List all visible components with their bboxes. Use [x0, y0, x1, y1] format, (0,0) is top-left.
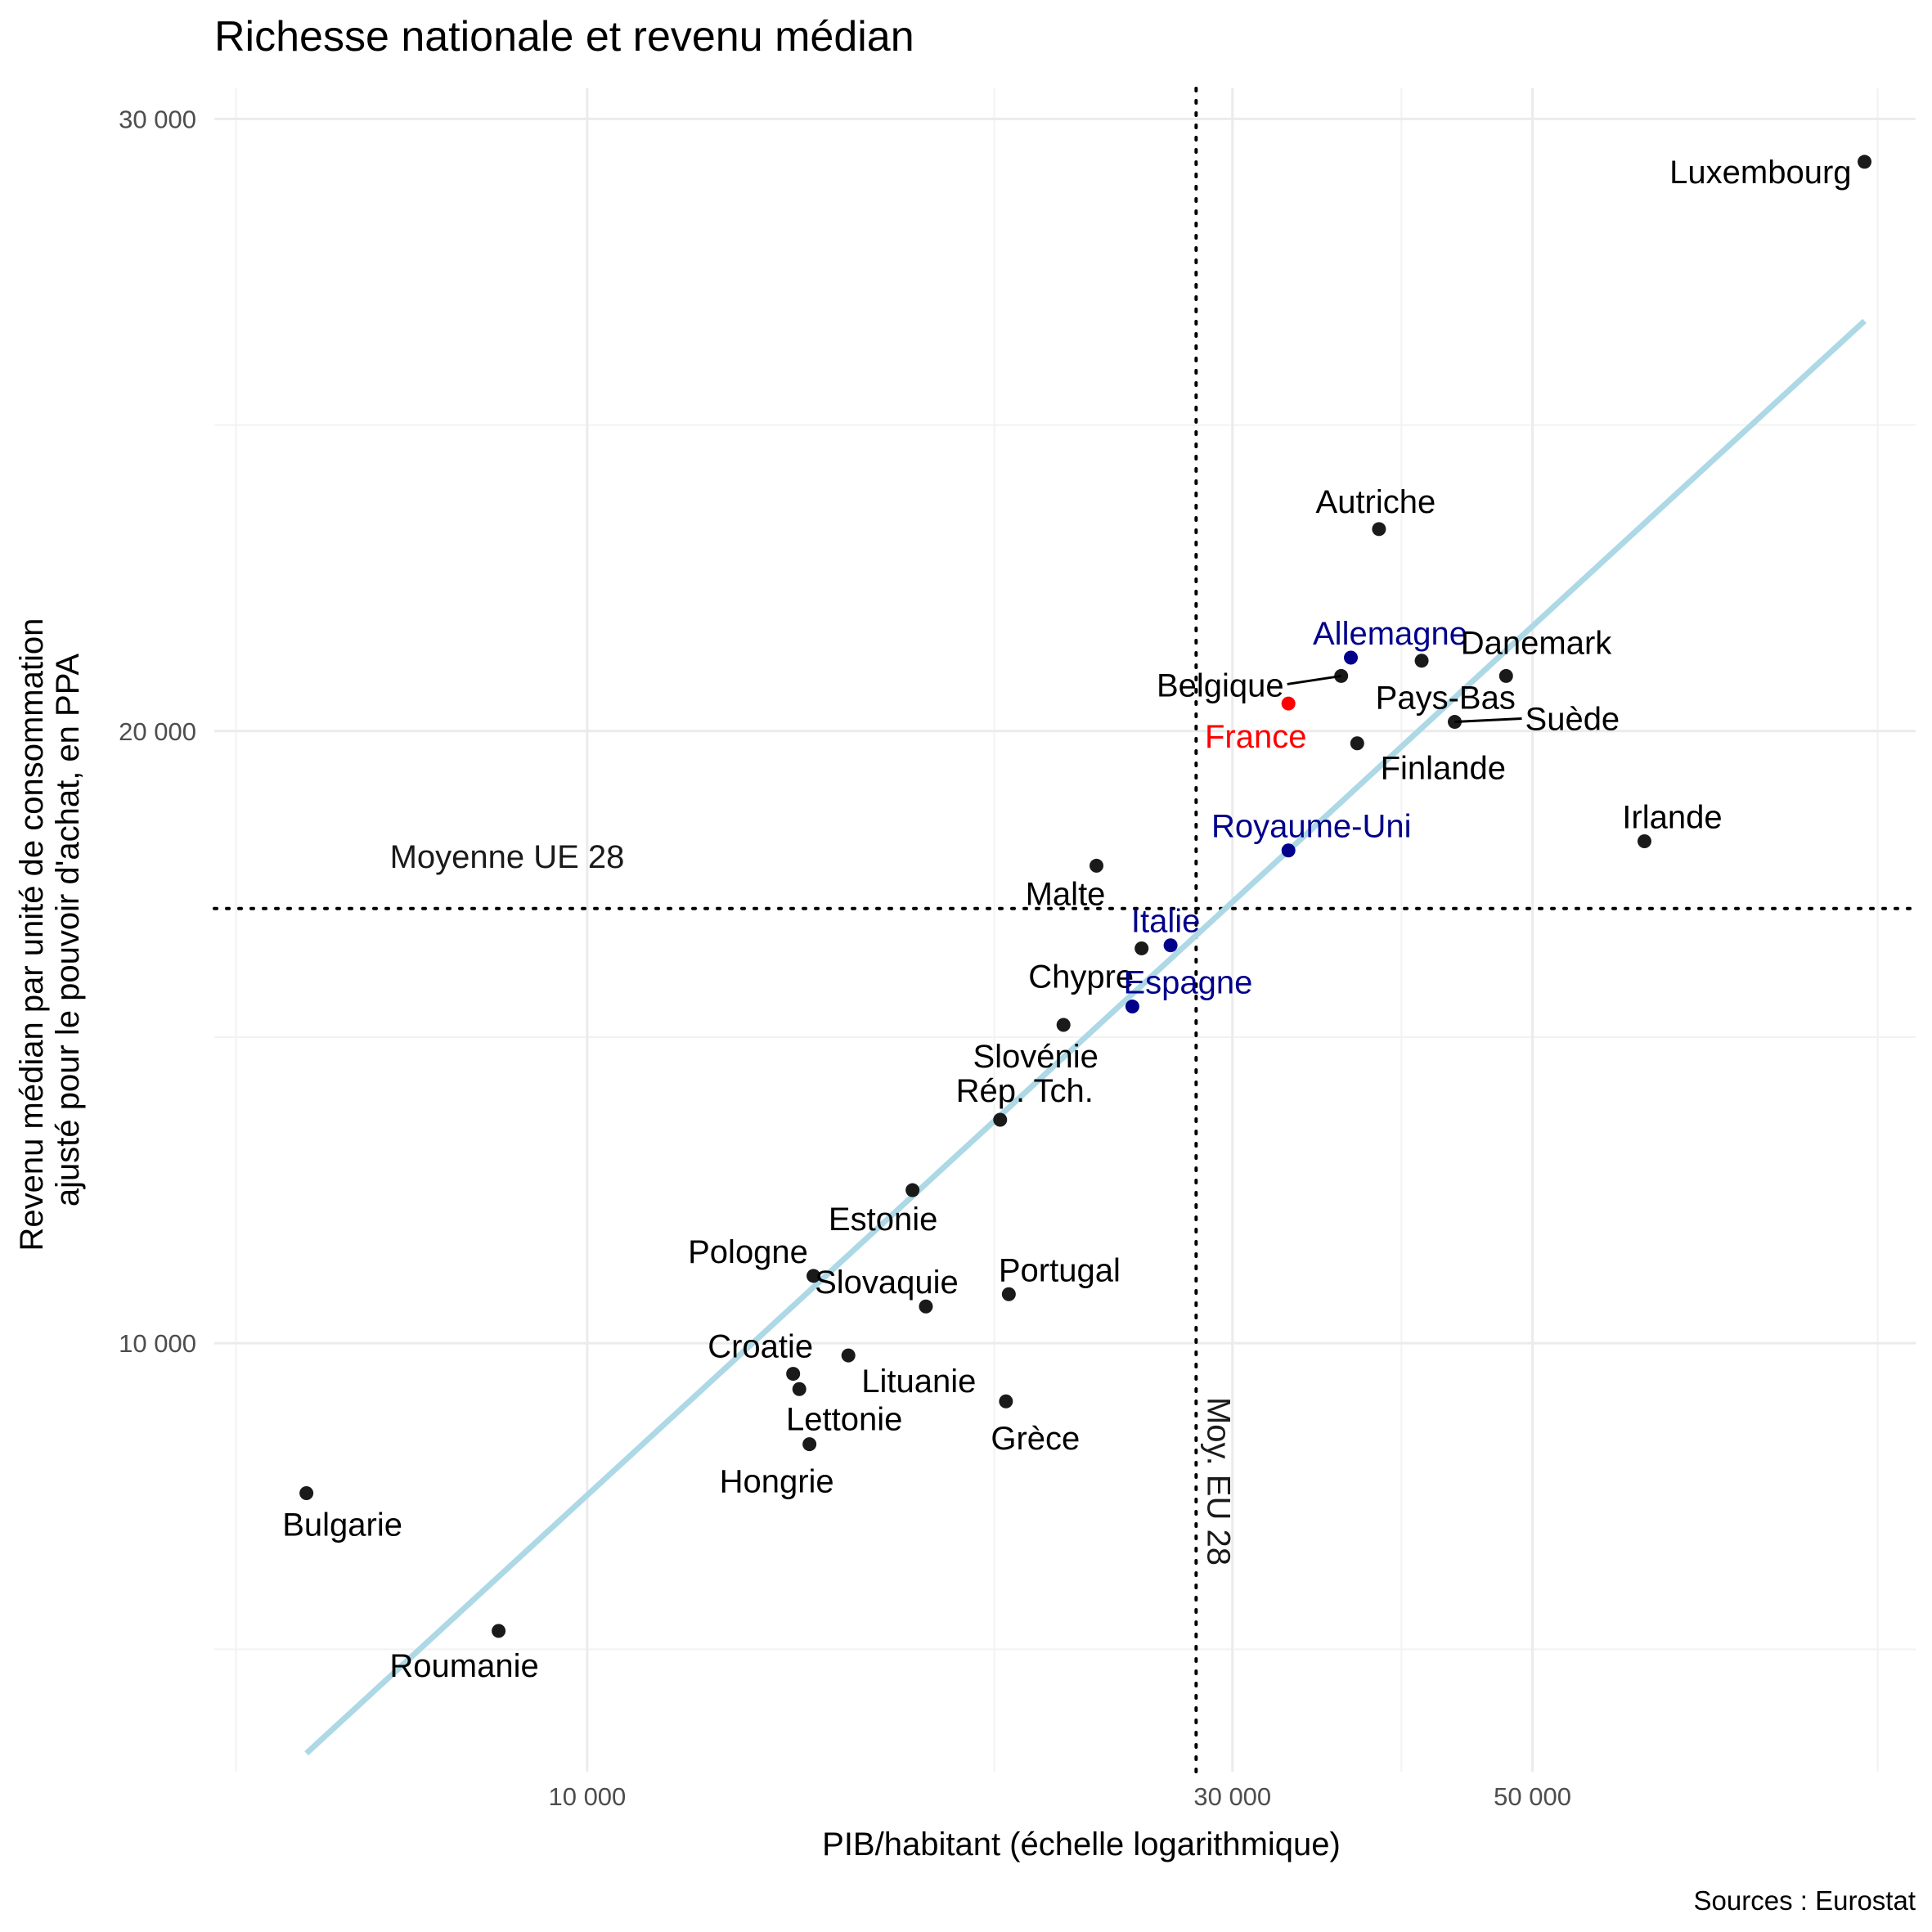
point-france [1281, 696, 1296, 711]
point-lituanie [841, 1348, 856, 1363]
label-luxembourg: Luxembourg [1669, 155, 1851, 191]
eu-average-vline-label: Moy. EU 28 [1200, 1397, 1236, 1566]
label-royaume-uni: Royaume-Uni [1211, 809, 1412, 845]
label-bulgarie: Bulgarie [282, 1507, 402, 1543]
chart-title: Richesse nationale et revenu médian [214, 13, 914, 61]
label-danemark: Danemark [1461, 626, 1613, 662]
label-estonie: Estonie [829, 1202, 937, 1238]
label-portugal: Portugal [999, 1252, 1121, 1288]
label-grece: Grèce [991, 1421, 1080, 1457]
point-espagne [1125, 1000, 1139, 1014]
label-irlande: Irlande [1622, 799, 1722, 835]
point-finlande [1350, 736, 1364, 751]
point-slovaquie [919, 1299, 933, 1314]
label-finlande: Finlande [1381, 751, 1506, 787]
label-lettonie: Lettonie [786, 1401, 902, 1437]
label-france: France [1205, 719, 1307, 755]
point-pologne [806, 1269, 821, 1283]
y-axis-title-line-2: ajusté pour le pouvoir d'achat, en PPA [50, 654, 86, 1207]
label-belgique: Belgique [1157, 667, 1284, 703]
y-tick-label: 30 000 [119, 105, 196, 133]
point-slovenie [1056, 1018, 1071, 1032]
label-pologne: Pologne [688, 1234, 808, 1270]
chart-caption: Sources : Eurostat [1694, 1885, 1916, 1916]
y-axis-title: Revenu médian par unité de consommation … [14, 609, 86, 1251]
label-croatie: Croatie [708, 1329, 813, 1365]
point-allemagne [1344, 650, 1359, 665]
label-chypre: Chypre [1028, 959, 1134, 995]
label-italie: Italie [1131, 904, 1201, 940]
leader-line-belgique [1287, 674, 1341, 685]
label-espagne: Espagne [1123, 965, 1252, 1001]
point-hongrie [802, 1437, 817, 1452]
reference-lines: Moyenne UE 28 Moy. EU 28 [213, 87, 1917, 1773]
point-croatie [786, 1367, 801, 1382]
x-tick-label: 50 000 [1494, 1782, 1571, 1811]
label-rep-tch: Rép. Tch. [956, 1073, 1094, 1109]
trend-line [304, 318, 1867, 1756]
point-autriche [1372, 522, 1386, 537]
point-chypre [1134, 941, 1149, 955]
label-malte: Malte [1026, 876, 1106, 912]
y-tick-label: 20 000 [119, 717, 196, 746]
point-bulgarie [299, 1485, 314, 1500]
label-autriche: Autriche [1316, 484, 1436, 520]
y-axis-title-line-1: Revenu médian par unité de consommation [14, 618, 50, 1251]
point-pays-bas [1498, 668, 1513, 683]
point-estonie [905, 1183, 920, 1197]
point-malte [1090, 858, 1104, 873]
point-roumanie [492, 1624, 506, 1638]
grid [214, 88, 1916, 1772]
label-roumanie: Roumanie [389, 1648, 538, 1684]
point-royaume-uni [1281, 843, 1296, 858]
x-tick-label: 10 000 [548, 1782, 626, 1811]
y-tick-label: 10 000 [119, 1329, 196, 1358]
point-italie [1163, 938, 1178, 953]
label-lituanie: Lituanie [861, 1364, 976, 1400]
point-luxembourg [1858, 155, 1872, 169]
point-rep-tch [993, 1112, 1008, 1127]
point-portugal [1001, 1287, 1016, 1301]
label-pays-bas: Pays-Bas [1376, 680, 1516, 716]
eu-average-hline-label: Moyenne UE 28 [390, 839, 625, 875]
x-axis-title: PIB/habitant (échelle logarithmique) [822, 1826, 1341, 1862]
data-points [299, 155, 1872, 1638]
x-tick-label: 30 000 [1193, 1782, 1271, 1811]
label-hongrie: Hongrie [720, 1464, 834, 1500]
point-danemark [1414, 654, 1429, 668]
point-lettonie [792, 1382, 806, 1396]
label-allemagne: Allemagne [1313, 616, 1467, 652]
label-slovaquie: Slovaquie [815, 1265, 959, 1301]
axis-ticks: 10 000 30 000 50 000 10 000 20 000 30 000 [119, 105, 1571, 1811]
label-suede: Suède [1525, 702, 1620, 738]
point-grece [999, 1394, 1013, 1409]
leader-line-suede [1454, 717, 1522, 724]
label-slovenie: Slovénie [973, 1039, 1098, 1075]
point-irlande [1637, 833, 1651, 848]
regression-line [304, 318, 1867, 1756]
